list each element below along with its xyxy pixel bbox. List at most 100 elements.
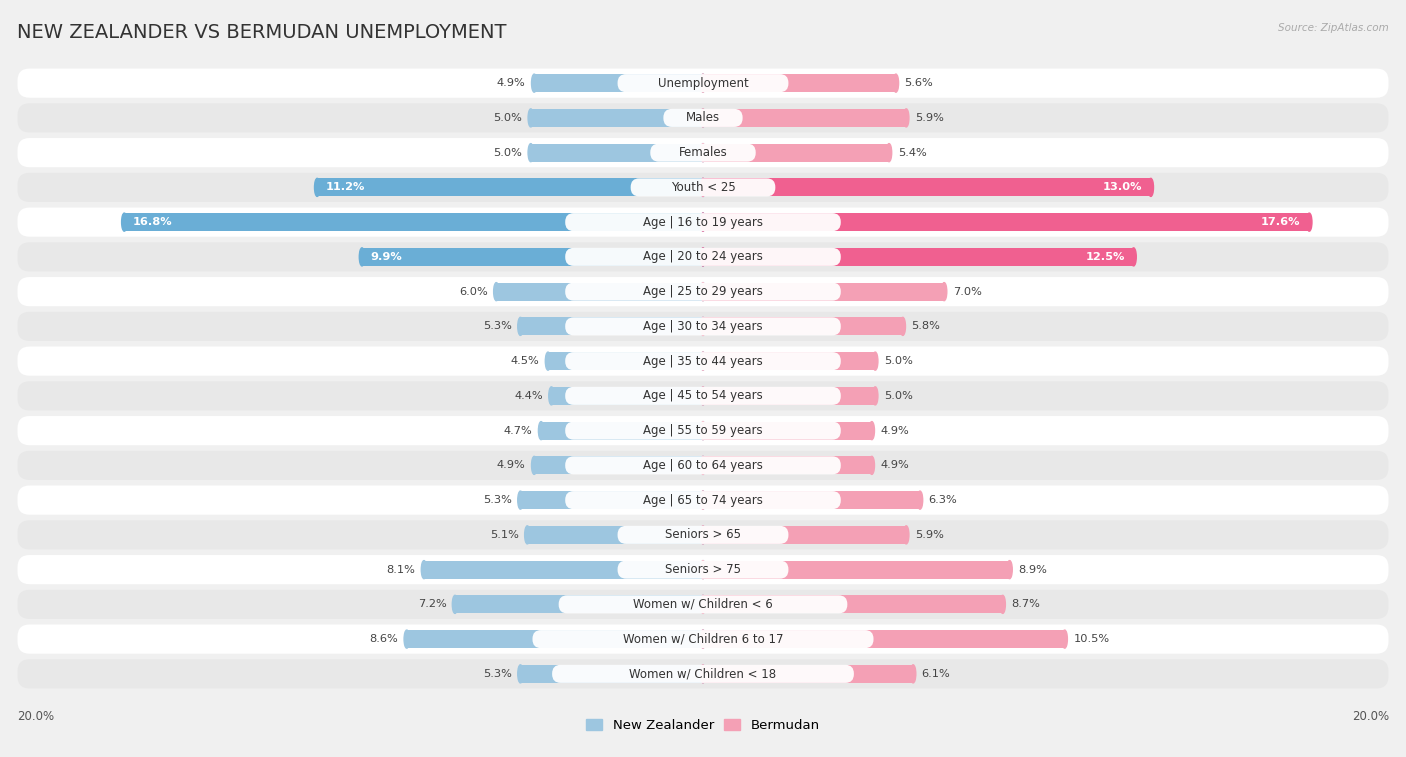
Ellipse shape xyxy=(700,248,706,266)
Ellipse shape xyxy=(700,179,706,196)
Ellipse shape xyxy=(700,491,706,509)
Bar xyxy=(406,630,703,648)
Text: 8.7%: 8.7% xyxy=(1011,600,1040,609)
FancyBboxPatch shape xyxy=(17,659,1389,688)
Ellipse shape xyxy=(494,282,499,301)
Text: 5.4%: 5.4% xyxy=(897,148,927,157)
Text: 5.3%: 5.3% xyxy=(482,495,512,505)
Ellipse shape xyxy=(700,595,706,613)
Ellipse shape xyxy=(869,456,875,475)
Ellipse shape xyxy=(453,595,458,613)
Ellipse shape xyxy=(700,248,706,266)
Text: 20.0%: 20.0% xyxy=(17,710,53,723)
Ellipse shape xyxy=(700,595,706,613)
Ellipse shape xyxy=(531,456,537,475)
FancyBboxPatch shape xyxy=(17,520,1389,550)
Text: 4.9%: 4.9% xyxy=(496,460,526,470)
Ellipse shape xyxy=(517,665,523,683)
Text: 5.6%: 5.6% xyxy=(904,78,934,88)
Text: 10.5%: 10.5% xyxy=(1073,634,1109,644)
Text: 8.6%: 8.6% xyxy=(370,634,398,644)
FancyBboxPatch shape xyxy=(617,561,789,578)
Ellipse shape xyxy=(869,422,875,440)
FancyBboxPatch shape xyxy=(565,491,841,509)
Ellipse shape xyxy=(548,387,554,405)
Bar xyxy=(520,317,703,335)
FancyBboxPatch shape xyxy=(565,213,841,231)
FancyBboxPatch shape xyxy=(17,625,1389,654)
Text: 6.3%: 6.3% xyxy=(928,495,957,505)
Ellipse shape xyxy=(873,387,877,405)
Text: Seniors > 75: Seniors > 75 xyxy=(665,563,741,576)
FancyBboxPatch shape xyxy=(17,485,1389,515)
Ellipse shape xyxy=(538,422,544,440)
Text: 4.9%: 4.9% xyxy=(496,78,526,88)
Text: 20.0%: 20.0% xyxy=(1353,710,1389,723)
Bar xyxy=(527,526,703,544)
Text: Males: Males xyxy=(686,111,720,124)
Bar xyxy=(541,422,703,440)
FancyBboxPatch shape xyxy=(17,69,1389,98)
Text: 7.2%: 7.2% xyxy=(418,600,446,609)
Text: Seniors > 65: Seniors > 65 xyxy=(665,528,741,541)
Ellipse shape xyxy=(873,352,877,370)
FancyBboxPatch shape xyxy=(17,103,1389,132)
Text: Age | 20 to 24 years: Age | 20 to 24 years xyxy=(643,251,763,263)
Ellipse shape xyxy=(700,144,706,162)
Ellipse shape xyxy=(700,456,706,475)
Bar xyxy=(703,422,872,440)
Ellipse shape xyxy=(1149,179,1153,196)
Text: 5.9%: 5.9% xyxy=(915,113,943,123)
Bar xyxy=(361,248,703,266)
Text: 6.0%: 6.0% xyxy=(458,287,488,297)
Bar xyxy=(703,109,907,127)
Text: 4.9%: 4.9% xyxy=(880,460,910,470)
Ellipse shape xyxy=(1000,595,1005,613)
FancyBboxPatch shape xyxy=(565,422,841,440)
Ellipse shape xyxy=(700,317,706,335)
Ellipse shape xyxy=(700,630,706,648)
Ellipse shape xyxy=(700,179,706,196)
Ellipse shape xyxy=(700,561,706,578)
FancyBboxPatch shape xyxy=(617,74,789,92)
Text: Age | 65 to 74 years: Age | 65 to 74 years xyxy=(643,494,763,506)
Ellipse shape xyxy=(700,213,706,231)
FancyBboxPatch shape xyxy=(17,382,1389,410)
Bar xyxy=(531,109,703,127)
Bar xyxy=(703,456,872,475)
Text: 8.9%: 8.9% xyxy=(1018,565,1047,575)
Ellipse shape xyxy=(700,352,706,370)
FancyBboxPatch shape xyxy=(651,144,755,162)
Text: Age | 35 to 44 years: Age | 35 to 44 years xyxy=(643,354,763,368)
Text: Females: Females xyxy=(679,146,727,159)
Text: 4.5%: 4.5% xyxy=(510,356,540,366)
Bar xyxy=(703,179,1152,196)
Bar xyxy=(703,352,875,370)
Text: Age | 55 to 59 years: Age | 55 to 59 years xyxy=(643,424,763,437)
Bar xyxy=(703,282,945,301)
Text: Age | 30 to 34 years: Age | 30 to 34 years xyxy=(643,320,763,333)
FancyBboxPatch shape xyxy=(17,312,1389,341)
Ellipse shape xyxy=(700,422,706,440)
Ellipse shape xyxy=(517,317,523,335)
FancyBboxPatch shape xyxy=(565,317,841,335)
Ellipse shape xyxy=(360,248,364,266)
Ellipse shape xyxy=(700,109,706,127)
Text: 5.8%: 5.8% xyxy=(911,322,941,332)
Text: 5.3%: 5.3% xyxy=(482,669,512,679)
Text: 9.9%: 9.9% xyxy=(371,252,402,262)
FancyBboxPatch shape xyxy=(17,555,1389,584)
Text: 5.1%: 5.1% xyxy=(489,530,519,540)
Ellipse shape xyxy=(700,387,706,405)
Bar xyxy=(520,491,703,509)
FancyBboxPatch shape xyxy=(565,352,841,370)
FancyBboxPatch shape xyxy=(565,282,841,301)
Legend: New Zealander, Bermudan: New Zealander, Bermudan xyxy=(581,714,825,737)
Text: 8.1%: 8.1% xyxy=(387,565,415,575)
Bar xyxy=(703,213,1309,231)
Ellipse shape xyxy=(700,526,706,544)
FancyBboxPatch shape xyxy=(565,387,841,405)
Ellipse shape xyxy=(700,665,706,683)
Bar xyxy=(534,74,703,92)
Bar xyxy=(124,213,703,231)
